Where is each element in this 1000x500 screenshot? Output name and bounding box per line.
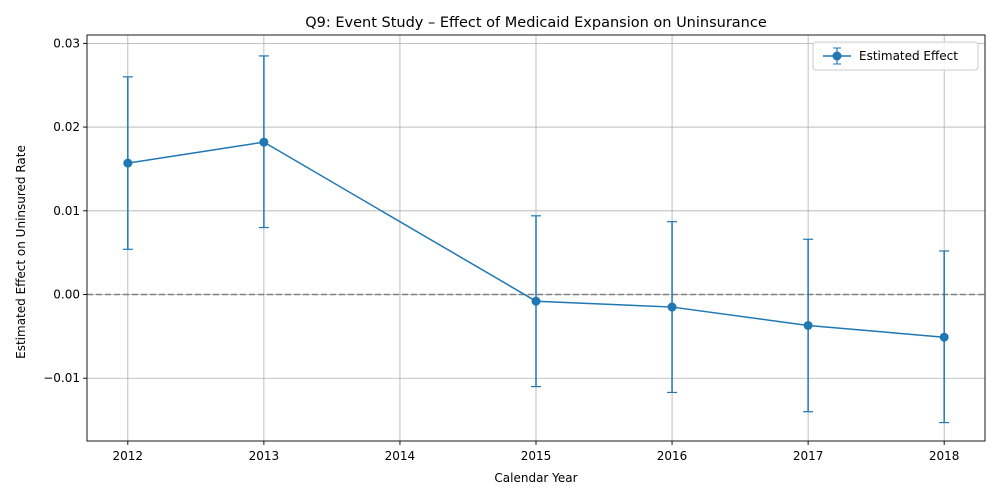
y-tick-label-3: 0.02 (53, 120, 80, 134)
y-axis-label: Estimated Effect on Uninsured Rate (14, 145, 28, 359)
x-tick-label-2013: 2013 (249, 449, 280, 463)
y-tick-label-0: −0.01 (43, 371, 80, 385)
y-tick-label-2: 0.01 (53, 204, 80, 218)
axes: 2012 2013 2014 2015 2016 2017 2018 −0.01 0.00 0.0… (43, 34, 986, 463)
series-group (122, 55, 950, 424)
y-tick-label-1: 0.00 (53, 288, 80, 302)
x-tick-label-2012: 2012 (113, 449, 144, 463)
chart-title: Q9: Event Study – Effect of Medicaid Exp… (305, 15, 767, 31)
legend-label: Estimated Effect (859, 49, 958, 63)
y-tick-label-4: 0.03 (53, 36, 80, 50)
data-point-2015 (531, 296, 541, 306)
series-line-0 (127, 141, 945, 338)
x-tick-label-2017: 2017 (793, 449, 824, 463)
x-tick-label-2016: 2016 (657, 449, 688, 463)
x-tick-label-2015: 2015 (521, 449, 552, 463)
data-point-2016 (667, 302, 677, 312)
legend: Estimated Effect (812, 41, 979, 71)
data-point-2017 (803, 320, 813, 330)
data-point-2013 (259, 137, 269, 147)
data-point-2012 (123, 158, 133, 168)
x-tick-label-2018: 2018 (929, 449, 960, 463)
x-tick-label-2014: 2014 (385, 449, 416, 463)
x-axis-label: Calendar Year (494, 471, 577, 485)
legend-marker-swatch (832, 51, 842, 61)
legend-box (812, 41, 979, 71)
data-point-2018 (939, 332, 949, 342)
